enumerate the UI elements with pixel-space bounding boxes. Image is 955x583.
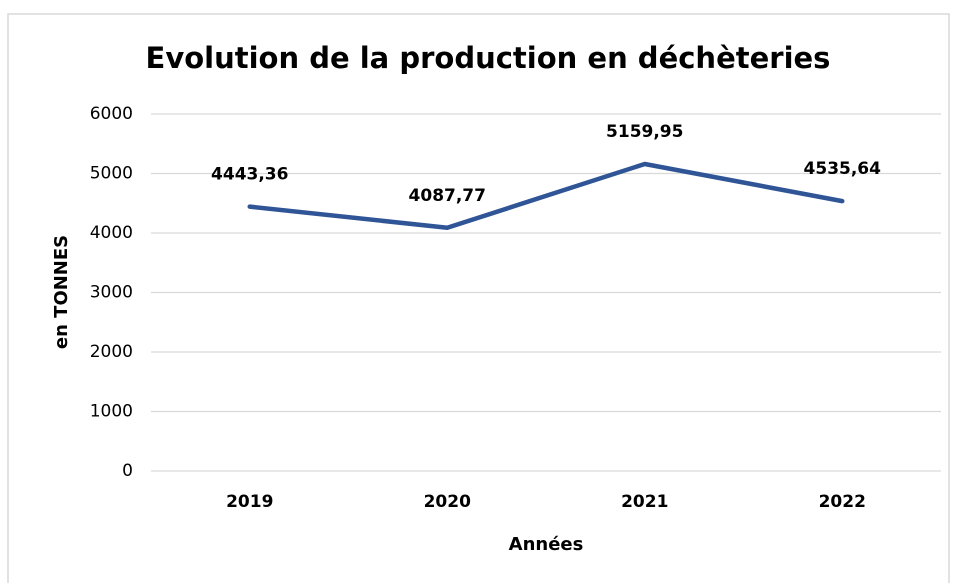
data-label: 5159,95 [606, 122, 683, 142]
y-tick-label: 1000 [90, 402, 133, 422]
y-tick-label: 3000 [90, 283, 133, 303]
data-label: 4087,77 [409, 186, 486, 206]
chart-frame [7, 13, 950, 583]
x-tick-label: 2022 [819, 492, 866, 512]
x-tick-label: 2021 [621, 492, 668, 512]
data-label: 4443,36 [211, 165, 288, 185]
data-label: 4535,64 [804, 159, 882, 179]
y-tick-label: 2000 [90, 342, 133, 362]
y-tick-label: 0 [122, 461, 133, 481]
y-tick-label: 4000 [90, 223, 133, 243]
data-line [247, 161, 845, 231]
x-axis-title: Années [509, 534, 584, 555]
x-tick-label: 2020 [424, 492, 471, 512]
x-tick-label: 2019 [226, 492, 273, 512]
y-tick-label: 6000 [90, 104, 133, 124]
chart-title: Evolution de la production en déchèterie… [146, 41, 831, 75]
y-axis-title: en TONNES [51, 235, 72, 349]
y-tick-label: 5000 [90, 164, 133, 184]
